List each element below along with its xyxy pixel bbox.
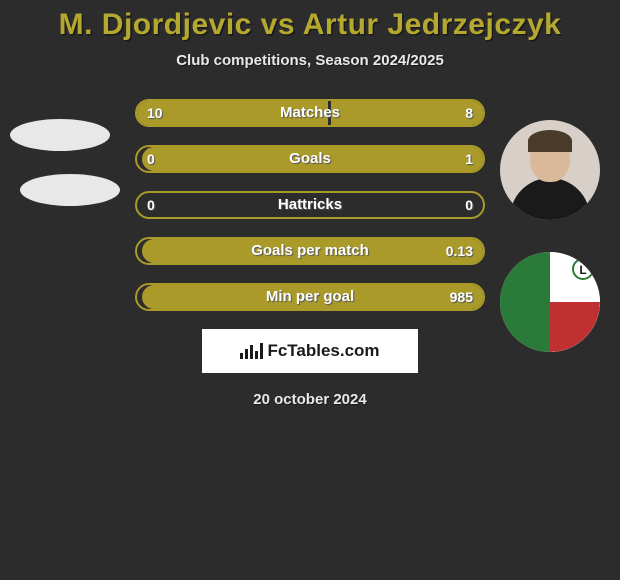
stat-row: Matches10 8 (135, 99, 485, 127)
stat-value-right: 0.13 (446, 237, 473, 265)
stats-block: Matches108Goals01Hattricks00Goals per ma… (135, 99, 485, 311)
stat-value-left: 0 (147, 145, 155, 173)
stat-value-right: 985 (450, 283, 473, 311)
stat-row: Hattricks0 0 (135, 191, 485, 219)
chart-bars-icon (240, 343, 263, 359)
site-label: FcTables.com (267, 341, 379, 361)
stat-row: Goals per match0.13 (135, 237, 485, 265)
stat-label: Matches (135, 99, 485, 127)
club-badge-letter: L (572, 258, 594, 280)
stat-row: Goals0 1 (135, 145, 485, 173)
stat-label: Min per goal (135, 283, 485, 311)
site-attribution: FcTables.com (202, 329, 418, 373)
page-title: M. Djordjevic vs Artur Jedrzejczyk (0, 8, 620, 42)
subtitle: Club competitions, Season 2024/2025 (0, 52, 620, 69)
stat-label: Hattricks (135, 191, 485, 219)
stat-row: Min per goal985 (135, 283, 485, 311)
stat-value-right: 0 (465, 191, 473, 219)
player-left-avatar-placeholder-1 (10, 119, 110, 151)
stat-value-right: 8 (465, 99, 473, 127)
stat-value-left: 0 (147, 191, 155, 219)
stat-label: Goals (135, 145, 485, 173)
stat-value-left: 10 (147, 99, 163, 127)
player-left-avatar-placeholder-2 (20, 174, 120, 206)
stat-value-right: 1 (465, 145, 473, 173)
date-label: 20 october 2024 (0, 391, 620, 408)
stat-label: Goals per match (135, 237, 485, 265)
player-right-avatar (500, 120, 600, 220)
player-right-club-logo: L (500, 252, 600, 352)
